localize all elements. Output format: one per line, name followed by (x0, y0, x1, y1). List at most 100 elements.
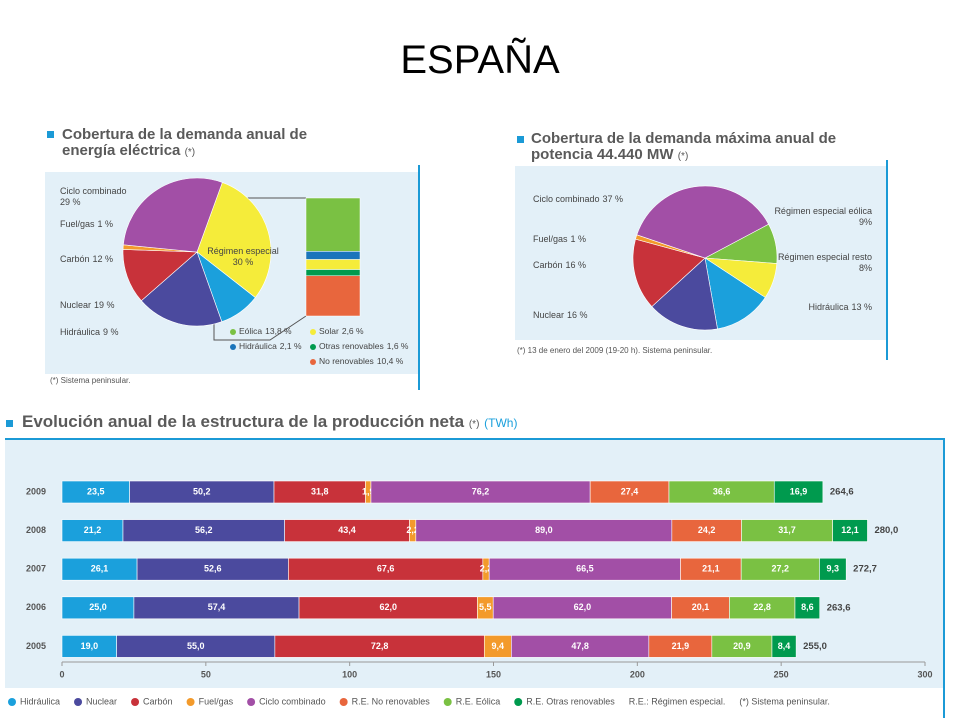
legend-value: 13,8 % (265, 326, 292, 336)
slice-label: Régimen especial 30 % (207, 246, 279, 267)
legend-label: Eólica 13,8 % (239, 326, 292, 336)
bar-value-label: 72,8 (371, 641, 389, 651)
bar-value-label: 27,2 (772, 564, 790, 574)
slice-label: Hidráulica 9 % (60, 327, 119, 337)
slice-label: Fuel/gas 1 % (60, 219, 113, 229)
slice-value: 29 % (60, 197, 81, 207)
pie-slice (704, 257, 766, 330)
bar-value-label: 47,8 (571, 641, 589, 651)
total-label: 255,0 (803, 641, 827, 652)
bar-value-label: 5,5 (479, 602, 492, 612)
bar-value-label: 36,6 (713, 486, 731, 496)
bar-value-label: 2,2 (480, 564, 493, 574)
legend-label: R.E. No renovables (352, 696, 431, 706)
breakdown-segment (305, 269, 361, 277)
chart-heading: Cobertura de la demanda máxima anual de … (531, 131, 871, 163)
bar-value-label: 16,9 (790, 486, 808, 496)
legend-swatch (310, 344, 316, 350)
legend-label: Hidráulica 2,1 % (239, 341, 302, 351)
bar-value-label: 57,4 (208, 602, 226, 612)
slice-label: Ciclo combinado 37 % (533, 194, 623, 204)
slice-category: Carbón (533, 260, 563, 270)
slice-category: Fuel/gas (60, 219, 95, 229)
legend-swatch (74, 698, 83, 706)
pie-slice (636, 185, 769, 259)
slice-value: 16 % (567, 310, 588, 320)
chart-title: Cobertura de la demanda anual de energía… (62, 126, 308, 159)
legend-value: 2,6 % (342, 326, 364, 336)
legend-category: Hidráulica (239, 341, 277, 351)
legend-swatch (230, 344, 236, 350)
bar-segment (819, 557, 847, 581)
bar-value-label: 9,4 (492, 641, 505, 651)
legend-swatch (131, 698, 140, 706)
slice-category: Régimen especial resto (778, 252, 872, 262)
breakdown-segment (305, 259, 361, 270)
connector (213, 315, 307, 341)
bar-value-label: 25,0 (89, 602, 107, 612)
slice-category: Nuclear (533, 310, 564, 320)
x-tick-label: 250 (774, 669, 789, 679)
legend-category: Eólica (239, 326, 262, 336)
bar-value-label: 23,5 (87, 486, 105, 496)
bar-segment (832, 519, 868, 542)
bar-value-label: 50,2 (193, 486, 211, 496)
slice-category: Régimen especial (207, 246, 279, 256)
bar-value-label: 1,9 (362, 486, 375, 496)
slice-value: 12 % (93, 254, 114, 264)
slice-value: 1 % (571, 234, 587, 244)
bar-value-label: 21,1 (702, 564, 720, 574)
slice-value: 13 % (851, 302, 872, 312)
bar-segment (773, 480, 824, 504)
bar-value-label: 24,2 (698, 525, 716, 535)
legend-label: Carbón (143, 696, 173, 706)
bar-value-label: 12,1 (841, 525, 859, 535)
legend-value: 2,1 % (280, 341, 302, 351)
slice-value: 9 % (103, 327, 119, 337)
bar-value-label: 26,1 (91, 564, 109, 574)
unit: (TWh) (484, 416, 518, 430)
x-tick-label: 300 (917, 669, 932, 679)
slice-value: 16 % (566, 260, 587, 270)
legend-label: Otras renovables 1,6 % (319, 341, 409, 351)
bar-value-label: 27,4 (621, 486, 639, 496)
x-tick-label: 100 (342, 669, 357, 679)
title-note: (*) (184, 146, 196, 158)
breakdown-segment (305, 197, 361, 252)
legend-label: No renovables 10,4 % (319, 356, 404, 366)
total-label: 272,7 (853, 564, 877, 575)
page-title: ESPAÑA (400, 38, 560, 82)
slice-category: Fuel/gas (533, 234, 568, 244)
x-tick-label: 0 (59, 669, 64, 679)
slice-value: 30 % (233, 257, 254, 267)
pie-slice (123, 177, 223, 253)
legend-category: Otras renovables (319, 341, 384, 351)
bullet (6, 420, 13, 427)
bar-value-label: 76,2 (472, 486, 490, 496)
bar-value-label: 43,4 (338, 525, 356, 535)
bar-value-label: 8,4 (778, 641, 791, 651)
legend-label: Solar 2,6 % (319, 326, 364, 336)
title-note: (*) (677, 150, 689, 162)
total-label: 264,6 (830, 487, 854, 498)
bar-value-label: 22,8 (753, 602, 771, 612)
x-tick-label: 200 (630, 669, 645, 679)
bar-value-label: 89,0 (535, 525, 553, 535)
legend-label: R.E. Eólica (456, 696, 501, 706)
bar-value-label: 31,8 (311, 486, 329, 496)
bar-value-label: 62,0 (379, 602, 397, 612)
slice-label: Ciclo combinado 29 % (60, 186, 127, 207)
bar-value-label: 31,7 (778, 525, 796, 535)
bar-value-label: 20,9 (733, 641, 751, 651)
breakdown-segment (305, 275, 361, 317)
chart-heading: Evolución anual de la estructura de la p… (22, 413, 922, 431)
chart-title: Evolución anual de la estructura de la p… (22, 412, 465, 431)
legend-value: 1,6 % (387, 341, 409, 351)
legend-category: No renovables (319, 356, 374, 366)
slice-label: Régimen especial eólica 9% (774, 206, 872, 227)
breakdown-segment (305, 251, 361, 260)
legend-swatch (514, 698, 523, 706)
slice-value: 9% (859, 217, 872, 227)
legend-swatch (310, 359, 316, 365)
y-tick-label: 2007 (26, 564, 46, 574)
